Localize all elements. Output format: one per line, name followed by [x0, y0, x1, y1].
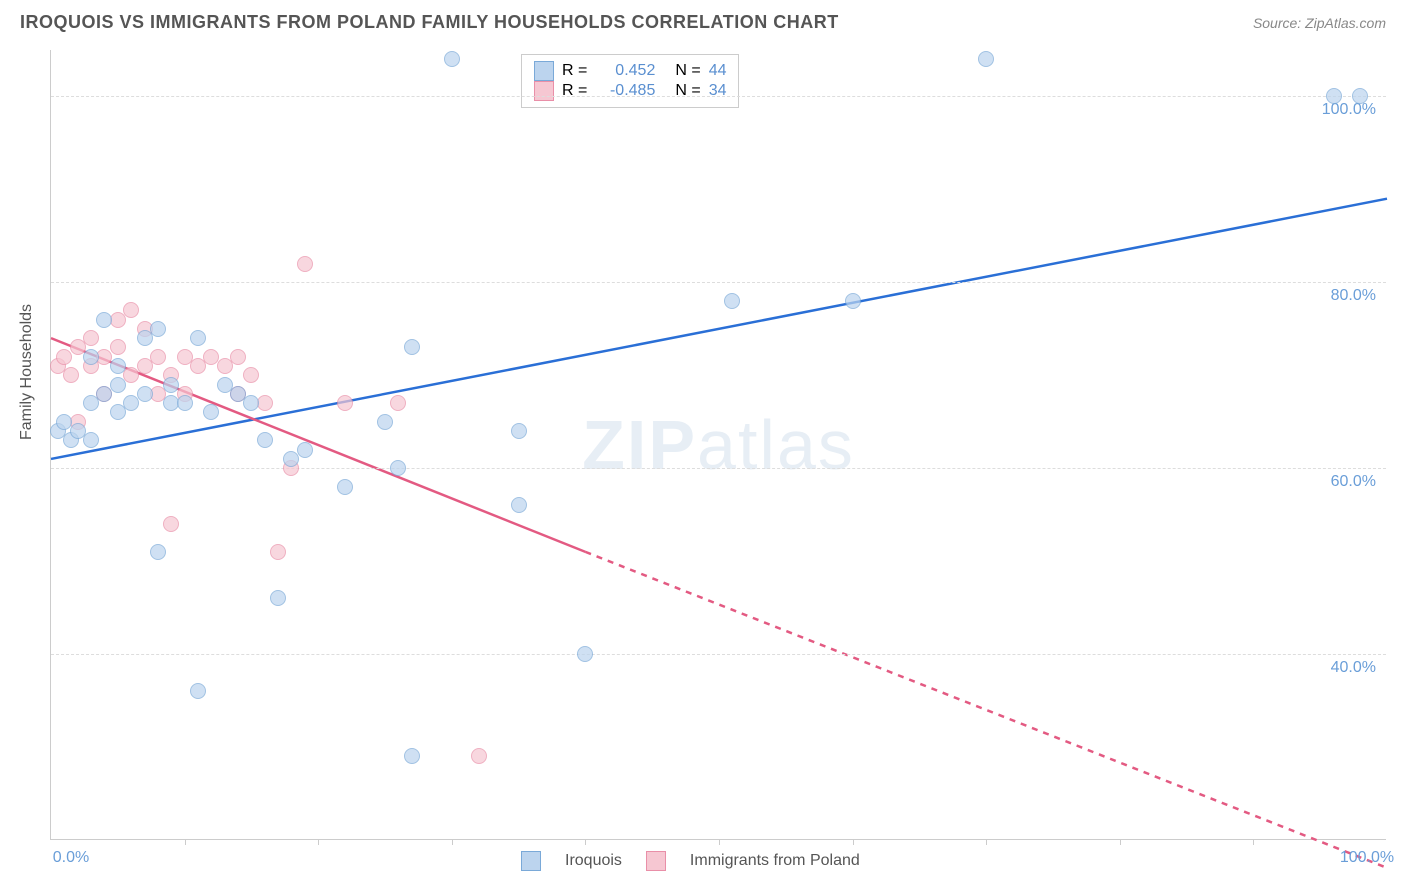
x-tick [1253, 839, 1254, 845]
y-tick-label: 100.0% [1322, 101, 1376, 119]
n-value-blue: 44 [709, 62, 727, 80]
x-tick [585, 839, 586, 845]
data-point [150, 349, 166, 365]
data-point [190, 330, 206, 346]
data-point [230, 349, 246, 365]
data-point [511, 497, 527, 513]
source-label: Source: ZipAtlas.com [1253, 15, 1386, 31]
data-point [177, 395, 193, 411]
data-point [190, 683, 206, 699]
x-tick [853, 839, 854, 845]
data-point [1326, 88, 1342, 104]
data-point [337, 395, 353, 411]
data-point [163, 377, 179, 393]
x-tick [1120, 839, 1121, 845]
data-point [404, 339, 420, 355]
chart-title: IROQUOIS VS IMMIGRANTS FROM POLAND FAMIL… [20, 12, 839, 33]
data-point [163, 516, 179, 532]
trend-lines [51, 50, 1386, 839]
data-point [577, 646, 593, 662]
data-point [471, 748, 487, 764]
x-tick [719, 839, 720, 845]
legend-label-poland: Immigrants from Poland [690, 852, 860, 870]
data-point [297, 442, 313, 458]
data-point [110, 377, 126, 393]
data-point [243, 367, 259, 383]
data-point [390, 395, 406, 411]
series-legend: Iroquois Immigrants from Poland [521, 851, 860, 871]
legend-swatch-iroquois [521, 851, 541, 871]
gridline-h [51, 468, 1386, 469]
data-point [83, 330, 99, 346]
data-point [297, 256, 313, 272]
x-tick-label: 100.0% [1340, 849, 1394, 867]
data-point [63, 367, 79, 383]
data-point [137, 386, 153, 402]
r-value-blue: 0.452 [595, 62, 655, 80]
data-point [243, 395, 259, 411]
data-point [337, 479, 353, 495]
data-point [404, 748, 420, 764]
data-point [444, 51, 460, 67]
gridline-h [51, 282, 1386, 283]
scatter-chart: ZIPatlas R = 0.452 N = 44 R = -0.485 N =… [50, 50, 1386, 840]
legend-swatch-poland [646, 851, 666, 871]
x-tick [185, 839, 186, 845]
y-tick-label: 40.0% [1331, 659, 1376, 677]
y-axis-label: Family Households [18, 304, 36, 440]
data-point [83, 349, 99, 365]
gridline-h [51, 96, 1386, 97]
data-point [203, 404, 219, 420]
data-point [511, 423, 527, 439]
data-point [270, 590, 286, 606]
x-tick [318, 839, 319, 845]
gridline-h [51, 654, 1386, 655]
legend-label-iroquois: Iroquois [565, 852, 622, 870]
data-point [724, 293, 740, 309]
data-point [270, 544, 286, 560]
x-tick-label: 0.0% [53, 849, 89, 867]
y-tick-label: 60.0% [1331, 473, 1376, 491]
data-point [150, 321, 166, 337]
data-point [110, 358, 126, 374]
data-point [1352, 88, 1368, 104]
x-tick [986, 839, 987, 845]
data-point [150, 544, 166, 560]
x-tick [452, 839, 453, 845]
data-point [390, 460, 406, 476]
legend-swatch-blue [534, 61, 554, 81]
data-point [123, 302, 139, 318]
data-point [96, 312, 112, 328]
y-tick-label: 80.0% [1331, 287, 1376, 305]
data-point [845, 293, 861, 309]
data-point [978, 51, 994, 67]
legend-swatch-pink [534, 81, 554, 101]
data-point [83, 432, 99, 448]
correlation-legend: R = 0.452 N = 44 R = -0.485 N = 34 [521, 54, 739, 108]
data-point [110, 339, 126, 355]
data-point [110, 404, 126, 420]
data-point [257, 432, 273, 448]
data-point [377, 414, 393, 430]
